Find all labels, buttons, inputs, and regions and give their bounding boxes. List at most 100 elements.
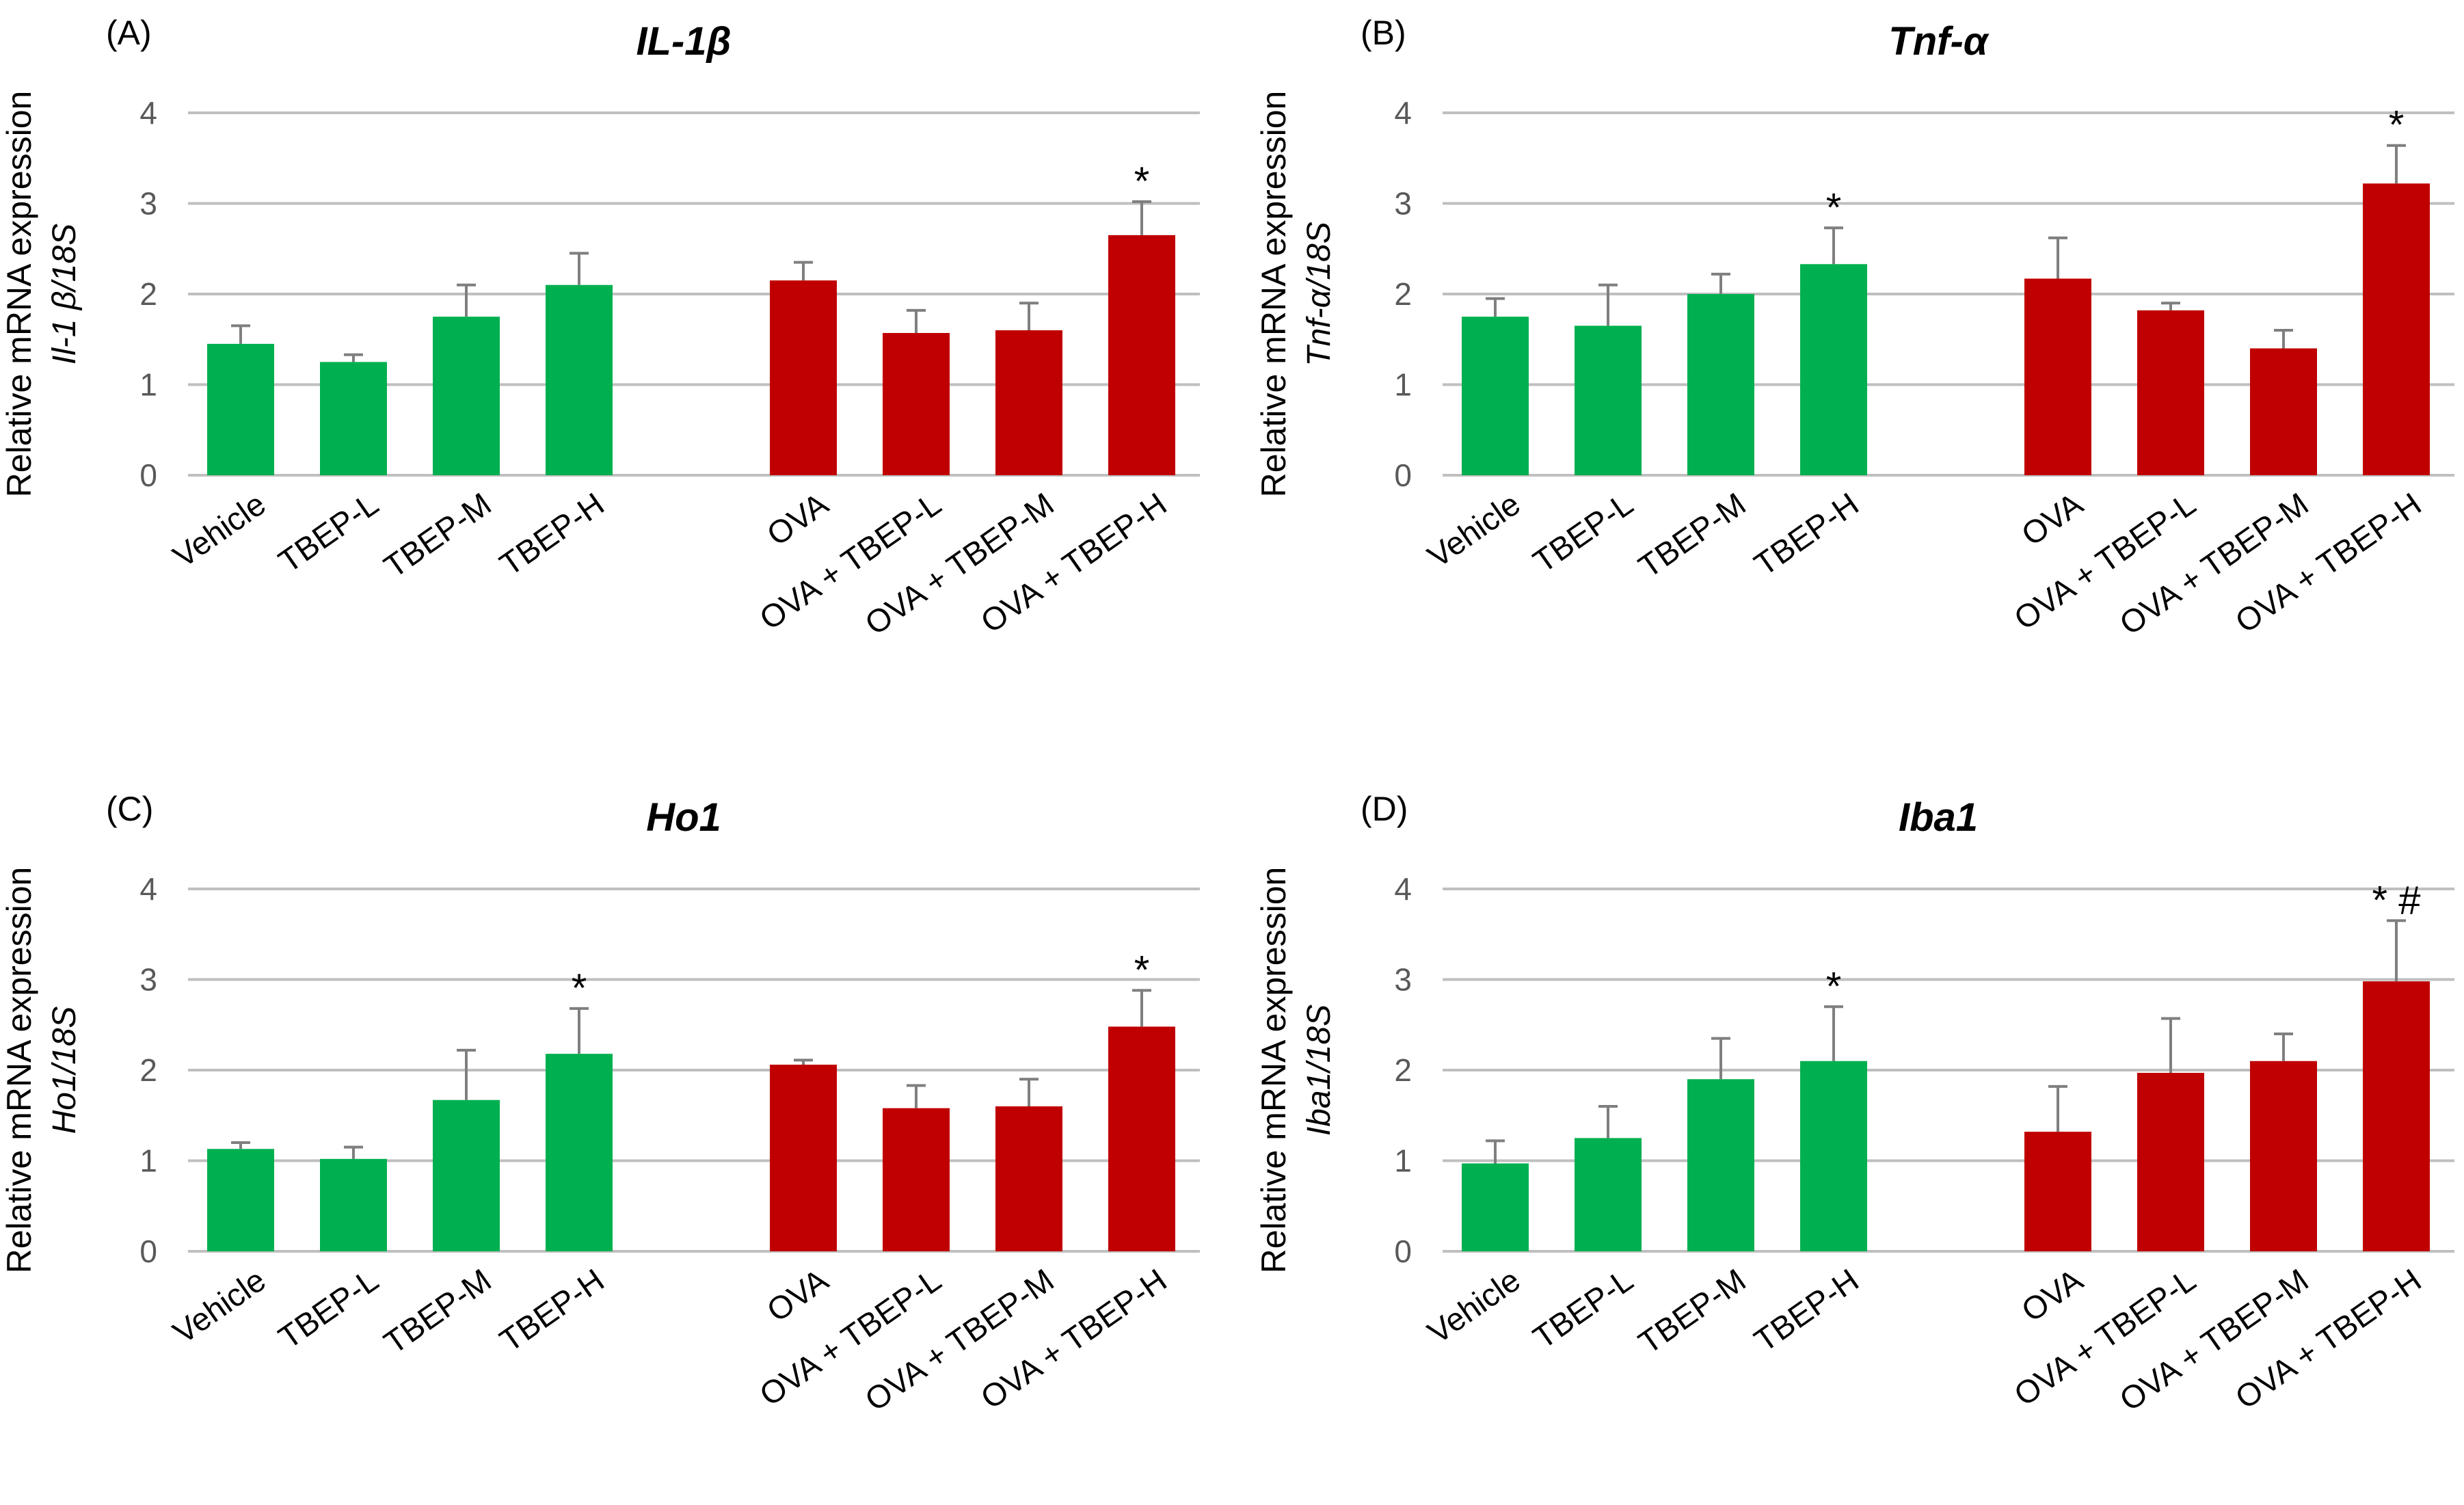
error-bar	[1019, 302, 1039, 330]
y-tick-label: 0	[1394, 1234, 1412, 1269]
error-bar	[231, 324, 250, 344]
y-tick-label: 2	[1394, 276, 1412, 312]
y-tick-label: 3	[1394, 962, 1412, 998]
bar	[207, 343, 274, 475]
y-tick-label: 4	[139, 95, 157, 131]
y-tick-label: 3	[1394, 186, 1412, 222]
error-bar	[570, 252, 589, 285]
x-category-label: Vehicle	[166, 485, 272, 574]
panel-label: (B)	[1361, 14, 1406, 52]
y-tick-label: 2	[139, 276, 157, 312]
y-axis-label: Relative mRNA expression	[0, 867, 38, 1274]
y-tick-label: 1	[139, 1143, 157, 1179]
bar	[546, 284, 613, 475]
error-bar	[570, 1007, 589, 1054]
bar	[1108, 1026, 1175, 1251]
bar	[433, 1100, 500, 1251]
bar	[1687, 294, 1754, 475]
bar	[2363, 183, 2430, 475]
x-category-label: TBEP-M	[1632, 1262, 1752, 1361]
x-category-label: TBEP-L	[1527, 485, 1639, 580]
panel-label: (C)	[106, 790, 153, 828]
bar	[995, 330, 1062, 475]
x-category-label: TBEP-H	[1747, 1262, 1865, 1359]
error-bar	[2048, 1084, 2067, 1132]
bar	[770, 280, 837, 475]
chart-title: IL-1β	[636, 19, 731, 64]
x-category-label: OVA	[2015, 485, 2089, 552]
error-bar	[1132, 989, 1151, 1027]
significance-marker: *	[2389, 103, 2405, 148]
error-bar	[794, 261, 813, 281]
y-tick-label: 0	[1394, 457, 1412, 493]
chart-title: Tnf-α	[1888, 19, 1989, 64]
x-category-label: TBEP-M	[377, 485, 498, 585]
error-bar	[231, 1141, 250, 1149]
bar	[883, 332, 950, 475]
x-category-label: OVA	[760, 1261, 835, 1329]
bar	[1800, 1061, 1867, 1251]
significance-marker: * #	[2372, 878, 2421, 922]
y-tick-label: 0	[139, 457, 157, 493]
error-bar	[1824, 1005, 1843, 1061]
y-axis-sublabel: Ho1/18S	[46, 1007, 83, 1134]
bar	[1800, 264, 1867, 475]
x-category-label: OVA + TBEP-M	[858, 485, 1060, 642]
y-tick-label: 1	[1394, 367, 1412, 403]
error-bar	[794, 1058, 813, 1065]
bar	[2363, 981, 2430, 1251]
y-tick-label: 4	[1394, 871, 1412, 907]
bar	[2250, 1061, 2317, 1251]
significance-marker: *	[572, 966, 587, 1011]
bar	[1575, 1138, 1642, 1251]
error-bar	[457, 1048, 476, 1100]
y-tick-label: 2	[139, 1052, 157, 1088]
bar	[1462, 317, 1529, 475]
bar	[2024, 1132, 2091, 1251]
significance-marker: *	[1826, 185, 1842, 230]
error-bar	[2161, 1017, 2180, 1073]
error-bar	[1019, 1078, 1039, 1106]
chart-title: Ho1	[646, 795, 721, 840]
error-bar	[1711, 1037, 1730, 1080]
significance-marker: *	[1134, 948, 1150, 992]
x-category-label: TBEP-L	[272, 485, 385, 580]
bar	[1575, 325, 1642, 475]
x-category-label: OVA + TBEP-H	[2229, 485, 2428, 640]
bar	[1462, 1163, 1529, 1251]
error-bar	[1824, 226, 1843, 265]
x-category-label: TBEP-H	[493, 1262, 611, 1359]
x-category-label: OVA + TBEP-H	[2229, 1262, 2428, 1416]
x-category-label: OVA + TBEP-M	[2113, 1262, 2314, 1418]
significance-marker: *	[1134, 159, 1150, 204]
x-category-label: Vehicle	[166, 1262, 272, 1350]
y-axis-sublabel: Il-1 β/18S	[46, 224, 83, 364]
bar	[546, 1054, 613, 1251]
bar	[770, 1065, 837, 1251]
error-bar	[344, 353, 363, 362]
y-tick-label: 3	[139, 962, 157, 998]
x-category-label: OVA + TBEP-H	[974, 1262, 1173, 1416]
error-bar	[1486, 297, 1505, 317]
bar	[433, 317, 500, 475]
x-category-label: TBEP-M	[1632, 485, 1752, 585]
x-category-label: OVA	[2015, 1261, 2089, 1329]
bar	[883, 1108, 950, 1251]
error-bar	[907, 1084, 926, 1108]
bar	[2137, 1072, 2204, 1251]
x-category-label: OVA + TBEP-M	[2113, 485, 2314, 642]
error-bar	[907, 308, 926, 333]
error-bar	[457, 283, 476, 317]
x-category-label: Vehicle	[1421, 1262, 1527, 1350]
x-category-label: TBEP-H	[493, 485, 611, 583]
error-bar	[1598, 283, 1618, 326]
y-axis-label: Relative mRNA expression	[1255, 91, 1293, 498]
x-category-label: OVA + TBEP-H	[974, 485, 1173, 640]
bar	[995, 1106, 1062, 1251]
error-bar	[1711, 272, 1730, 294]
x-category-label: Vehicle	[1421, 485, 1527, 574]
